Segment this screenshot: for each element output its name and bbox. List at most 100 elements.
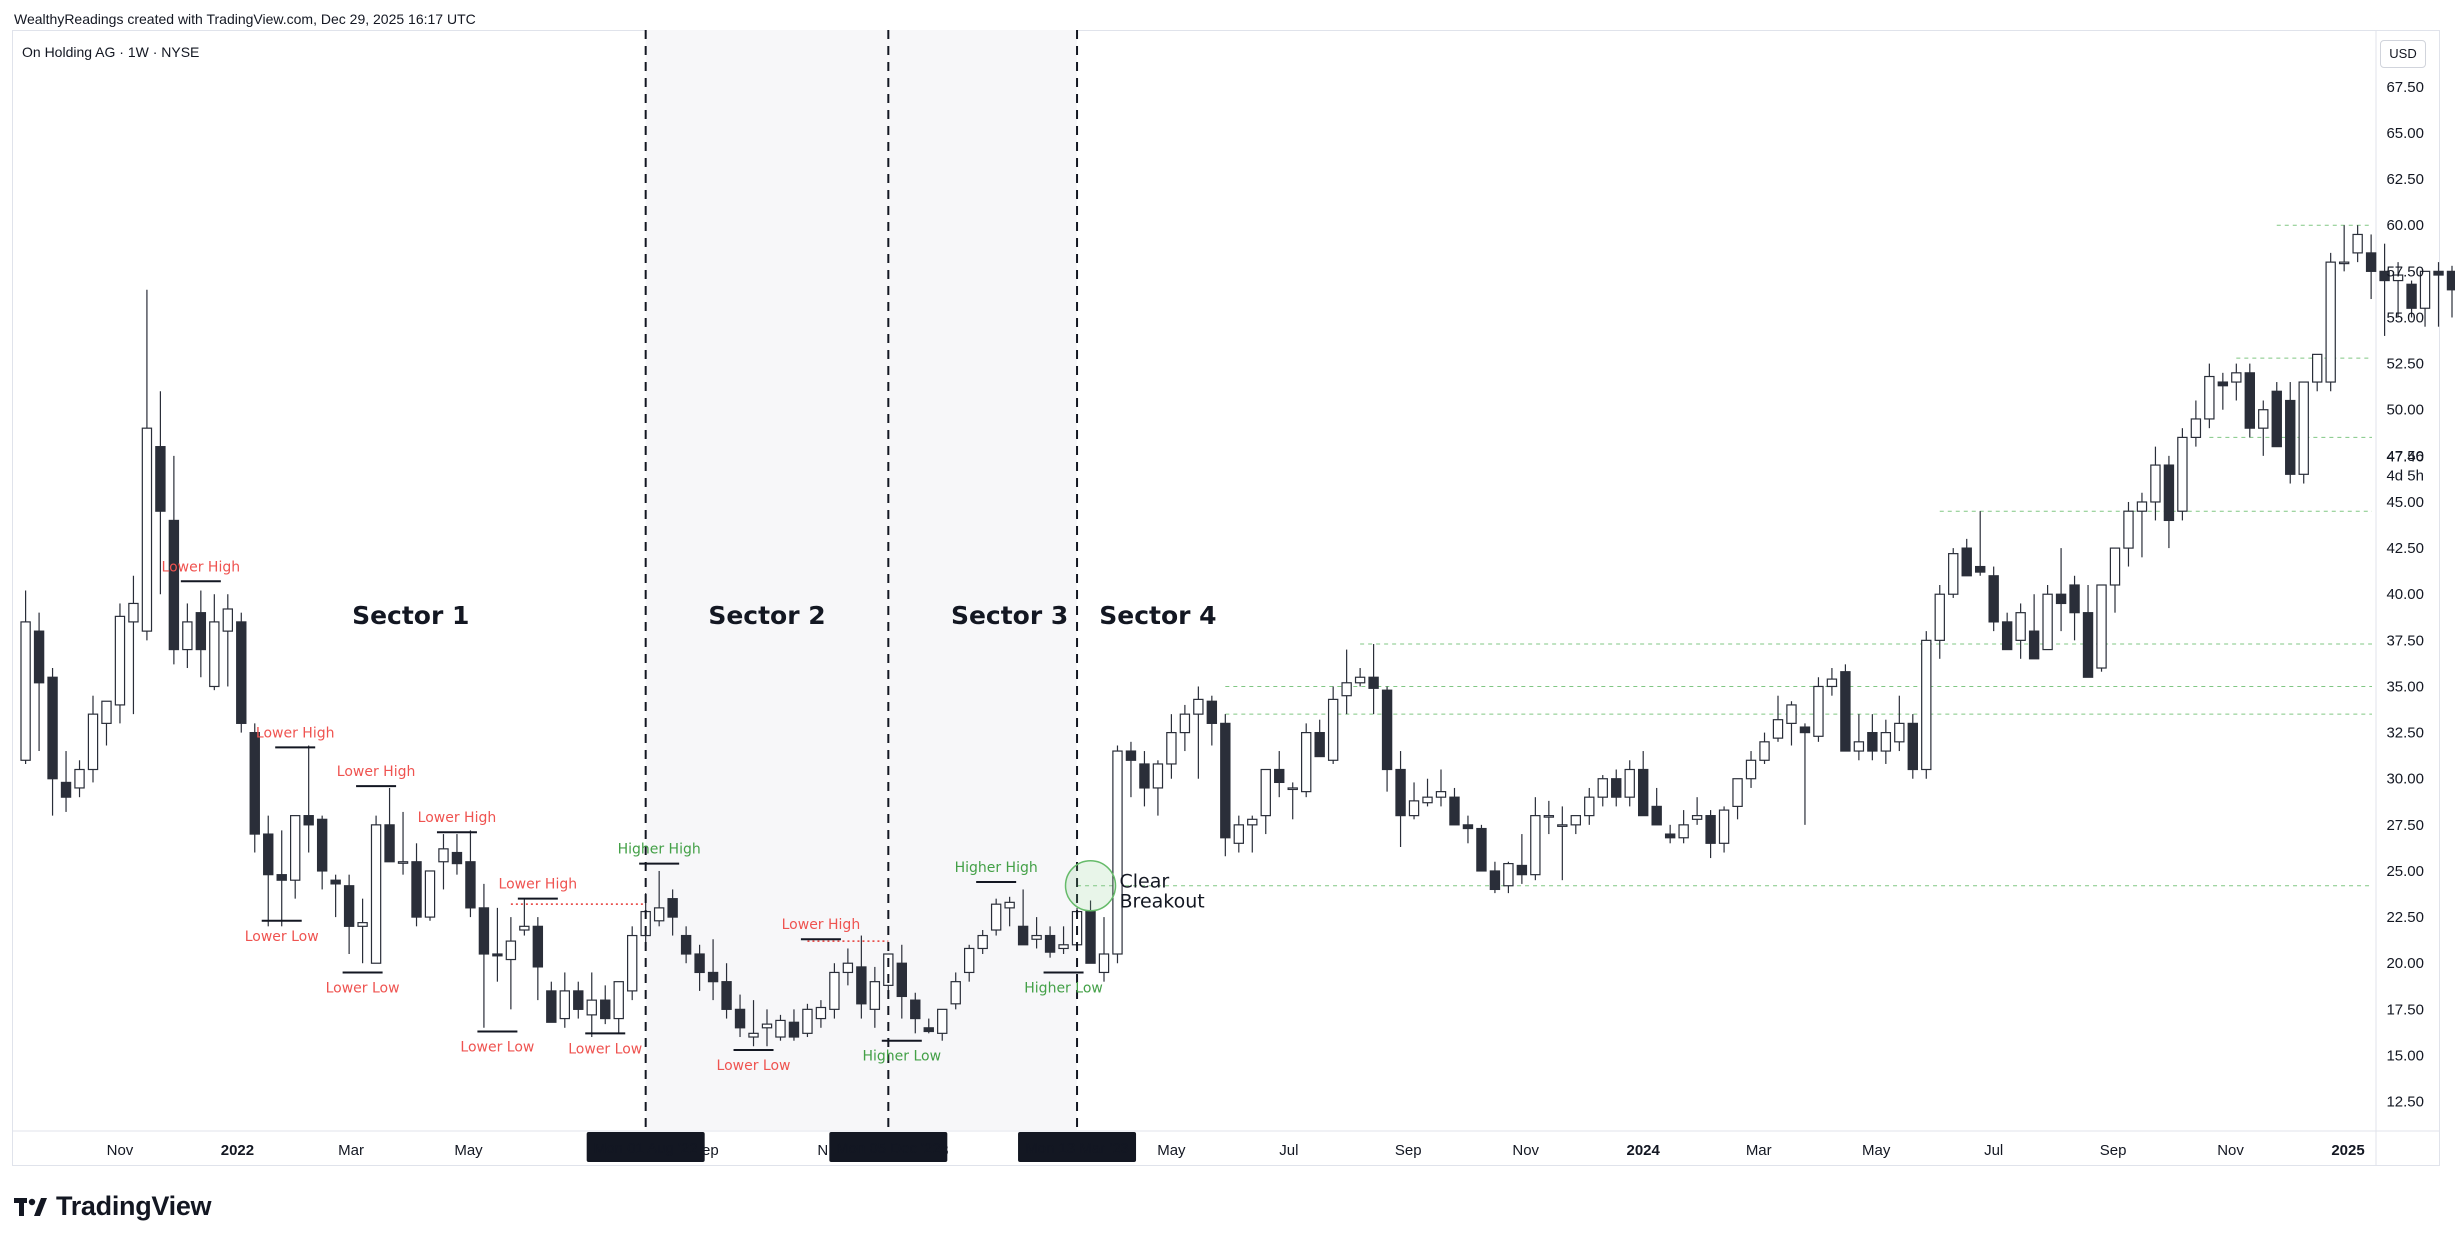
time-tick-label: 2025 bbox=[2331, 1142, 2364, 1159]
candle-body bbox=[1125, 750, 1137, 761]
candle-body bbox=[1772, 719, 1784, 739]
candle-body bbox=[397, 861, 409, 864]
candle-body bbox=[263, 833, 274, 876]
candle-body bbox=[573, 990, 584, 1010]
candle-body bbox=[937, 1008, 948, 1034]
tradingview-logo-icon bbox=[14, 1197, 47, 1216]
candle-body bbox=[559, 990, 571, 1020]
candle-body bbox=[910, 999, 921, 1020]
candle-body bbox=[1044, 934, 1056, 953]
candle-body bbox=[2028, 630, 2040, 660]
candle-body bbox=[1948, 553, 1959, 595]
candle-body bbox=[424, 870, 436, 918]
date-marker-badge bbox=[829, 1132, 948, 1162]
candle-body bbox=[1584, 796, 1595, 817]
candle-body bbox=[2271, 390, 2282, 448]
candle-body bbox=[2433, 270, 2444, 276]
price-tick-label: 25.00 bbox=[2386, 863, 2424, 880]
candle-body bbox=[1422, 796, 1433, 804]
candle-body bbox=[1179, 713, 1191, 734]
price-tick-label: 15.00 bbox=[2386, 1047, 2424, 1064]
candle-body bbox=[1624, 768, 1635, 798]
candle-body bbox=[1516, 864, 1528, 876]
candle-body bbox=[505, 940, 517, 961]
candle-body bbox=[1637, 768, 1649, 817]
candle-body bbox=[2163, 464, 2175, 522]
candle-body bbox=[2406, 283, 2417, 309]
candle-body bbox=[1341, 682, 1352, 697]
candle-body bbox=[1934, 593, 1945, 641]
candle-body bbox=[1732, 778, 1743, 807]
candle-body bbox=[1112, 750, 1123, 955]
bar-countdown-label: 4d 5h bbox=[2386, 468, 2424, 485]
candle-body bbox=[667, 898, 678, 918]
candle-body bbox=[2312, 353, 2323, 383]
candle-body bbox=[2082, 612, 2094, 678]
candle-body bbox=[1894, 722, 1905, 743]
candle-body bbox=[1449, 796, 1460, 826]
breakout-label-line2: Breakout bbox=[1120, 891, 1205, 913]
breakout-label-line1: Clear bbox=[1120, 871, 1170, 893]
tradingview-logo[interactable]: TradingView bbox=[14, 1191, 212, 1222]
chart-frame[interactable] bbox=[12, 30, 2440, 1166]
lower-swing-label: Lower Low bbox=[326, 980, 400, 996]
candle-body bbox=[2055, 593, 2067, 605]
time-tick-label: May bbox=[1862, 1142, 1891, 1159]
candle-body bbox=[600, 999, 611, 1020]
candle-body bbox=[1557, 824, 1568, 827]
sector-label: Sector 3 bbox=[951, 601, 1068, 630]
candle-body bbox=[896, 962, 908, 998]
candle-body bbox=[2177, 436, 2188, 512]
time-tick-label: N bbox=[817, 1142, 828, 1159]
price-tick-label: 57.50 bbox=[2386, 263, 2424, 280]
date-marker-label: Mon 05 Dec '22 bbox=[836, 1140, 941, 1157]
candle-body bbox=[1166, 731, 1177, 765]
candle-body bbox=[276, 874, 287, 881]
candle-body bbox=[141, 427, 153, 632]
candle-body bbox=[721, 981, 732, 1010]
candle-body bbox=[1718, 809, 1730, 844]
date-marker-badge bbox=[1018, 1132, 1137, 1162]
price-tick-label: 52.50 bbox=[2386, 356, 2424, 373]
chart-credit: WealthyReadings created with TradingView… bbox=[14, 11, 476, 27]
candle-body bbox=[60, 781, 72, 798]
higher-swing-label: Higher Low bbox=[863, 1049, 942, 1065]
candle-body bbox=[1408, 800, 1420, 817]
candle-body bbox=[977, 934, 988, 950]
candle-body bbox=[209, 621, 220, 688]
candle-body bbox=[802, 1008, 813, 1034]
candle-body bbox=[128, 602, 139, 623]
candle-body bbox=[1017, 925, 1029, 946]
candle-body bbox=[1085, 910, 1096, 964]
candle-body bbox=[923, 1027, 934, 1033]
candle-body bbox=[1799, 726, 1811, 734]
candle-body bbox=[1570, 815, 1581, 826]
candle-body bbox=[1988, 575, 1999, 623]
candle-body bbox=[2190, 418, 2202, 439]
price-tick-label: 62.50 bbox=[2386, 171, 2424, 188]
candle-body bbox=[1611, 778, 1622, 798]
candle-body bbox=[2217, 381, 2229, 387]
candle-body bbox=[2338, 261, 2350, 265]
candle-body bbox=[1327, 698, 1339, 761]
candle-body bbox=[33, 630, 45, 684]
symbol-label[interactable]: On Holding AG · 1W · NYSE bbox=[22, 44, 200, 60]
candle-body bbox=[1220, 722, 1231, 839]
lower-swing-label: Lower High bbox=[499, 877, 578, 893]
time-tick-label: Nov bbox=[2217, 1142, 2244, 1159]
candle-body bbox=[114, 615, 126, 706]
candle-body bbox=[1759, 741, 1770, 761]
candle-body bbox=[1597, 778, 1608, 798]
price-tick-label: 47.50 bbox=[2386, 448, 2424, 465]
tradingview-brand: TradingView bbox=[56, 1191, 212, 1221]
candle-body bbox=[1691, 815, 1703, 820]
time-tick-label: Nov bbox=[107, 1142, 134, 1159]
candle-body bbox=[1543, 815, 1555, 818]
currency-button[interactable]: USD bbox=[2380, 40, 2426, 68]
candle-body bbox=[2325, 261, 2336, 383]
candle-body bbox=[101, 700, 112, 724]
candle-body bbox=[2136, 501, 2148, 512]
candle-body bbox=[2042, 593, 2053, 651]
lower-swing-label: Lower Low bbox=[245, 929, 319, 945]
